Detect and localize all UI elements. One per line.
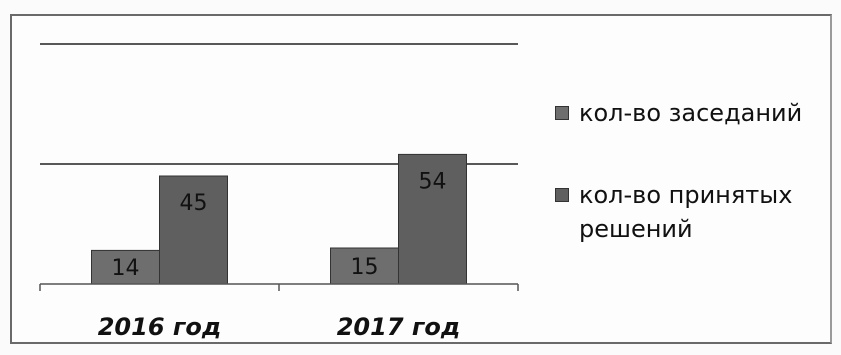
legend-label-meetings: кол-во заседаний xyxy=(579,99,803,127)
legend-item-decisions: кол-во принятых решений xyxy=(555,178,825,246)
bar-0-1 xyxy=(159,175,228,285)
legend-item-meetings: кол-во заседаний xyxy=(555,96,825,130)
data-label-1-0: 15 xyxy=(351,255,379,280)
data-label-0-0: 14 xyxy=(112,256,140,281)
bar-1-1 xyxy=(398,153,467,285)
chart-legend: кол-во заседаний кол-во принятых решений xyxy=(555,96,825,246)
data-label-0-1: 45 xyxy=(180,191,208,216)
bar-0-0 xyxy=(91,249,160,285)
data-label-1-1: 54 xyxy=(419,169,447,194)
x-tick-label-1: 2017 год xyxy=(337,313,461,341)
bar-1-0 xyxy=(330,247,399,285)
x-tick-label-0: 2016 год xyxy=(98,313,222,341)
legend-swatch-decisions xyxy=(555,188,569,202)
legend-label-decisions: кол-во принятых решений xyxy=(579,181,793,243)
legend-swatch-meetings xyxy=(555,106,569,120)
